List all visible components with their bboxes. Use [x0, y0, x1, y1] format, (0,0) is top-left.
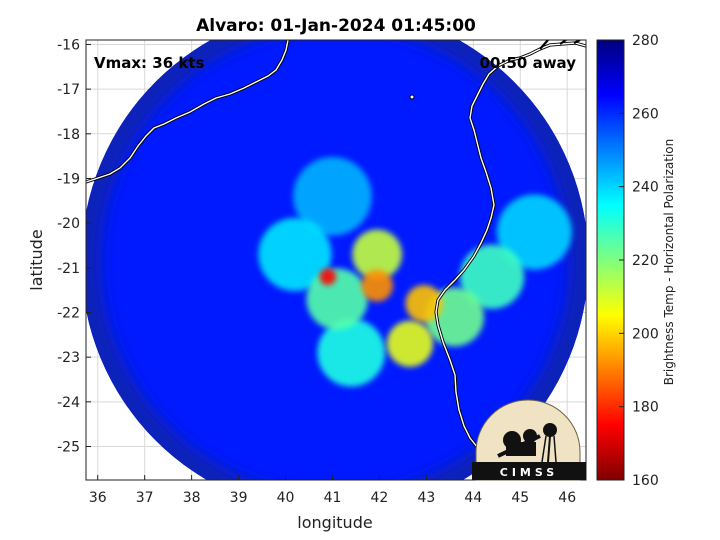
convection-cell — [460, 244, 525, 309]
y-tick-label: -19 — [57, 171, 80, 187]
x-tick-label: 42 — [371, 490, 389, 506]
x-axis-label: longitude — [297, 513, 372, 532]
y-tick-label: -17 — [57, 82, 80, 98]
y-tick-label: -23 — [57, 350, 80, 366]
y-tick-label: -22 — [57, 305, 80, 321]
x-tick-label: 45 — [511, 490, 529, 506]
y-tick-label: -20 — [57, 216, 80, 232]
convection-cell — [293, 157, 372, 236]
x-axis: 36 37 38 39 40 41 42 43 44 45 46 — [89, 475, 576, 506]
coastline — [86, 40, 586, 460]
colorbar-ticks: 160 180 200 220 240 260 280 — [619, 33, 659, 489]
convection-cell — [405, 284, 443, 323]
y-axis: -16 -17 -18 -19 -20 -21 -22 -23 -24 -25 — [57, 37, 91, 455]
x-tick-label: 43 — [417, 490, 435, 506]
convection-cell — [386, 320, 434, 367]
convection-cell — [352, 229, 402, 280]
y-axis-label: latitude — [27, 229, 46, 290]
y-tick-label: -16 — [57, 37, 80, 53]
plot-frame — [85, 39, 587, 481]
convection-cell — [317, 318, 386, 387]
x-tick-label: 44 — [464, 490, 482, 506]
swath-disk — [86, 40, 586, 480]
y-tick-label: -25 — [57, 439, 80, 455]
x-tick-label: 40 — [277, 490, 295, 506]
x-tick-label: 46 — [558, 490, 576, 506]
chart-title: Alvaro: 01-Jan-2024 01:45:00 — [196, 16, 476, 36]
colorbar-tick-label: 180 — [632, 400, 659, 416]
colorbar-tick-label: 240 — [632, 180, 659, 196]
convection-features — [258, 157, 572, 387]
cimss-logo-text: CIMSS — [500, 466, 558, 479]
y-tick-label: -24 — [57, 395, 80, 411]
colorbar-tick-label: 200 — [632, 326, 659, 342]
time-away-label: 00:50 away — [480, 54, 577, 72]
cimss-logo: CIMSS — [472, 399, 586, 481]
x-tick-label: 39 — [230, 490, 248, 506]
convection-cell — [306, 268, 368, 330]
colorbar-tick-label: 160 — [632, 473, 659, 489]
y-tick-label: -21 — [57, 261, 80, 277]
convection-cell — [496, 194, 572, 270]
colorbar-label: Brightness Temp - Horizontal Polarizatio… — [662, 139, 676, 386]
vmax-label: Vmax: 36 kts — [94, 54, 204, 72]
x-tick-label: 36 — [89, 490, 107, 506]
colorbar: 160 180 200 220 240 260 280 Brightness Temp - … — [596, 33, 676, 489]
x-tick-label: 41 — [324, 490, 342, 506]
convection-cell — [319, 268, 337, 286]
colorbar-tick-label: 260 — [632, 106, 659, 122]
x-tick-label: 37 — [136, 490, 154, 506]
colorbar-tick-label: 220 — [632, 253, 659, 269]
microwave-swath — [86, 40, 586, 480]
colorbar-tick-label: 280 — [632, 33, 659, 49]
convection-cell — [361, 269, 393, 302]
x-tick-label: 38 — [183, 490, 201, 506]
convection-cell — [258, 217, 332, 292]
y-tick-label: -18 — [57, 127, 80, 143]
